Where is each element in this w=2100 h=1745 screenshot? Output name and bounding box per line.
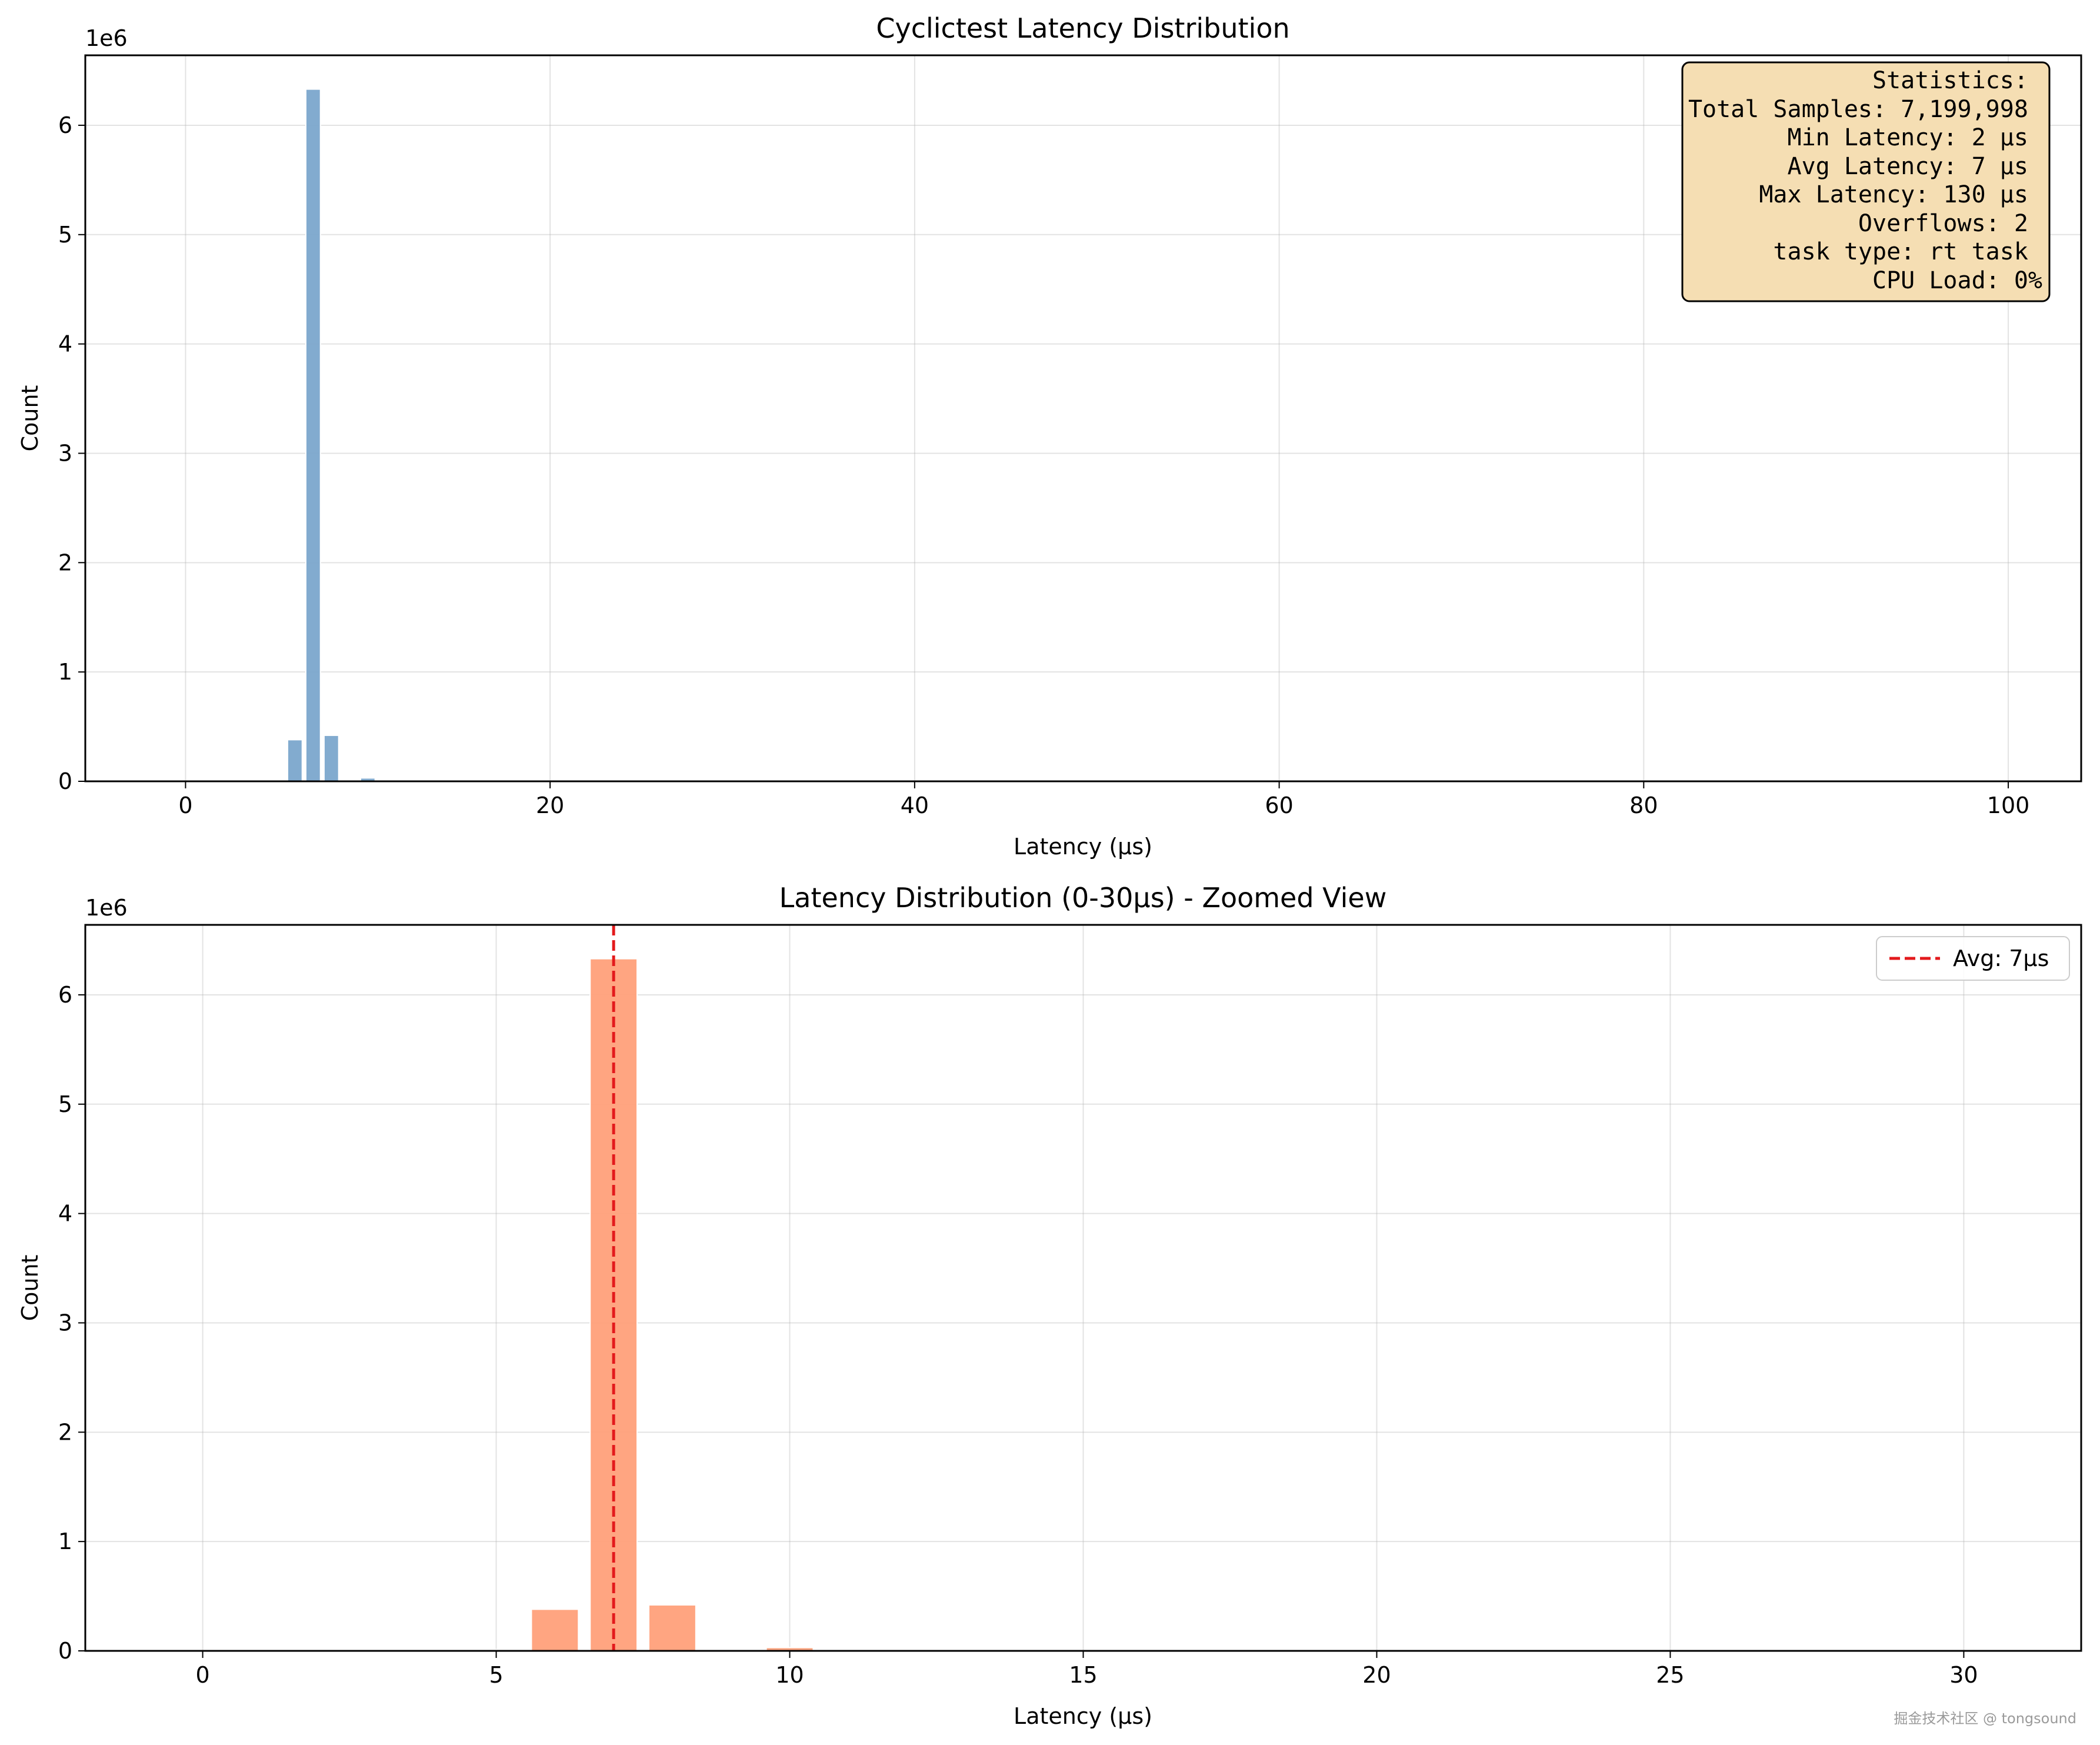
x-tick-label: 30 (1949, 1662, 1978, 1688)
chart-title: Cyclictest Latency Distribution (876, 12, 1289, 44)
statistics-text: Statistics: Total Samples: 7,199,998 Min… (1688, 67, 2042, 294)
x-tick-label: 20 (536, 792, 564, 818)
bar (323, 734, 339, 782)
x-axis-ticks: 0 20 40 60 80 100 (178, 781, 2029, 818)
x-tick-label: 0 (178, 792, 192, 818)
bars (413, 958, 814, 1652)
stats-line: Avg Latency: 7 µs (1788, 153, 2028, 180)
stats-line: Overflows: 2 (1858, 210, 2028, 237)
watermark: 掘金技术社区 @ tongsound (1894, 1710, 2076, 1727)
x-tick-label: 5 (489, 1662, 503, 1688)
y-scale-label: 1e6 (85, 25, 128, 51)
stats-line: Max Latency: 130 µs (1759, 181, 2028, 208)
bar (531, 1609, 579, 1652)
legend-frame (1876, 936, 2070, 981)
grid (85, 925, 2081, 1651)
bar (589, 958, 638, 1651)
plot-frame (84, 54, 2082, 782)
x-tick-label: 80 (1629, 792, 1658, 818)
stats-line: CPU Load: 0% (1872, 267, 2042, 294)
chart-latency-distribution: Cyclictest Latency Distribution 0 20 40 60 8… (17, 12, 2082, 860)
y-tick-label: 4 (58, 331, 72, 357)
x-axis-label: Latency (µs) (1014, 834, 1152, 860)
y-tick-label: 5 (58, 1091, 72, 1117)
statistics-box: Statistics: Total Samples: 7,199,998 Min… (1681, 61, 2051, 302)
y-axis-label: Count (17, 1255, 43, 1321)
legend: Avg: 7µs (1876, 936, 2070, 981)
x-tick-label: 100 (1987, 792, 2030, 818)
y-tick-label: 3 (58, 1310, 72, 1336)
y-tick-label: 1 (58, 659, 72, 685)
y-tick-label: 2 (58, 550, 72, 575)
bar (286, 739, 303, 782)
chart-zoomed-view: Latency Distribution (0-30µs) - Zoomed V… (17, 882, 2082, 1729)
y-tick-label: 2 (58, 1419, 72, 1445)
x-tick-label: 40 (901, 792, 929, 818)
y-axis-ticks: 0 1 2 3 4 5 6 (58, 982, 85, 1664)
stats-line: Statistics: (1872, 67, 2028, 94)
y-axis-ticks: 0 1 2 3 4 5 6 (58, 112, 85, 794)
bar (648, 1604, 696, 1652)
y-tick-label: 6 (58, 982, 72, 1008)
x-tick-label: 25 (1656, 1662, 1684, 1688)
chart-title: Latency Distribution (0-30µs) - Zoomed V… (779, 882, 1387, 914)
statistics-box-frame (1681, 61, 2051, 302)
y-tick-label: 4 (58, 1201, 72, 1227)
bar (305, 88, 321, 782)
x-axis-ticks: 0 5 10 15 20 25 30 (195, 1651, 1978, 1688)
x-tick-label: 15 (1069, 1662, 1097, 1688)
x-axis-label: Latency (µs) (1014, 1703, 1152, 1729)
x-tick-label: 10 (775, 1662, 804, 1688)
y-scale-label: 1e6 (85, 895, 128, 921)
y-tick-label: 0 (58, 1638, 72, 1664)
stats-line: task type: rt task (1773, 238, 2028, 265)
y-axis-label: Count (17, 385, 43, 452)
x-tick-label: 20 (1362, 1662, 1391, 1688)
x-tick-label: 60 (1265, 792, 1293, 818)
y-tick-label: 5 (58, 222, 72, 248)
y-tick-label: 1 (58, 1528, 72, 1554)
stats-line: Total Samples: 7,199,998 (1688, 96, 2028, 123)
legend-label: Avg: 7µs (1953, 945, 2049, 971)
y-tick-label: 3 (58, 440, 72, 466)
y-tick-label: 6 (58, 112, 72, 138)
x-tick-label: 0 (195, 1662, 209, 1688)
stats-line: Min Latency: 2 µs (1788, 124, 2028, 151)
bars (250, 88, 376, 782)
y-tick-label: 0 (58, 768, 72, 794)
